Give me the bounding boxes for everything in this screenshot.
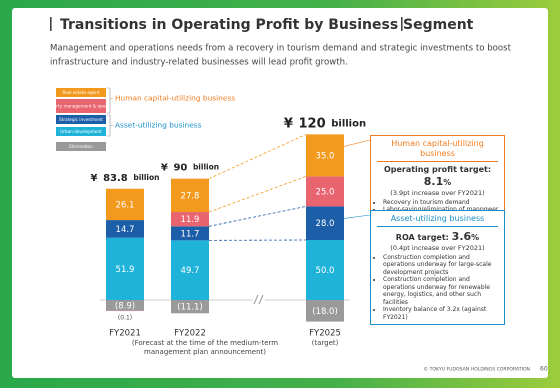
total-part: billion — [133, 173, 159, 182]
value-label: 50.0 — [316, 266, 335, 276]
total-part: 90 — [173, 163, 187, 174]
x-tick-label: FY2021 — [109, 329, 141, 339]
value-label: 49.7 — [181, 266, 200, 276]
copyright: © TOKYU FUDOSAN HOLDINGS CORPORATION — [424, 366, 530, 373]
connector — [208, 206, 307, 227]
bar-segment — [171, 178, 209, 213]
annotation-title: Asset-utilizing business — [377, 211, 498, 227]
bar-segment — [106, 188, 144, 221]
total-part: ¥ — [284, 116, 293, 131]
bullet-list: Construction completion and operations u… — [371, 254, 504, 325]
category-note: management plan announcement) — [144, 348, 266, 356]
bar-segment — [306, 206, 344, 240]
target-value: 8.1 — [423, 175, 444, 188]
total-label: ¥ 90 billion — [161, 157, 219, 176]
title-bar — [50, 17, 52, 31]
bar-segment — [306, 240, 344, 300]
connector — [208, 176, 307, 213]
value-label: (0.1) — [118, 314, 132, 321]
annotation-box: Asset-utilizing business ROA target: 3.6%… — [370, 210, 505, 326]
legend-swatch — [56, 127, 106, 136]
connector — [343, 214, 371, 219]
bullet: Construction completion and operations u… — [383, 254, 500, 277]
x-tick-label: FY2025 — [309, 329, 341, 339]
legend-label: Property management & operation — [44, 104, 117, 109]
bullet: Inventory balance of 3.2x (against FY202… — [383, 306, 500, 321]
value-label: 51.9 — [116, 265, 135, 275]
subtitle: infrastructure and industry-related busi… — [50, 58, 348, 68]
value-label: (8.9) — [115, 301, 135, 311]
bar-segment — [106, 237, 144, 300]
bar-segment — [106, 220, 144, 238]
bar-segment — [106, 300, 144, 311]
subtitle: Management and operations needs from a r… — [50, 44, 512, 54]
page-number: 60 — [540, 366, 548, 373]
value-label: 28.0 — [316, 219, 335, 229]
annotation-target: Operating profit target: 8.1% — [371, 165, 504, 189]
connector — [208, 134, 307, 180]
bar-segment — [306, 300, 344, 322]
total-part: 83.8 — [103, 173, 128, 184]
connector — [343, 139, 371, 147]
value-label: (18.0) — [312, 307, 338, 317]
x-tick-label: FY2022 — [174, 329, 206, 339]
total-part: billion — [331, 118, 366, 129]
legend-label: Elimination — [69, 144, 93, 149]
bar-segment — [171, 240, 209, 300]
bullet: Construction completion and operations u… — [383, 276, 500, 306]
target-unit: % — [443, 178, 452, 187]
title-bar — [401, 17, 403, 31]
legend-label: Strategic investment — [59, 117, 103, 122]
bar-segment — [171, 212, 209, 227]
legend-bracket — [107, 87, 113, 114]
target-value: 3.6 — [451, 230, 472, 243]
value-label: 26.1 — [116, 200, 135, 210]
target-label: ROA target: — [395, 233, 449, 242]
total-label: ¥ 83.8 billion — [91, 167, 160, 186]
annotation-note: (3.9pt increase over FY2021) — [390, 188, 485, 197]
value-label: (11.1) — [177, 303, 203, 313]
bar-segment — [306, 176, 344, 207]
legend-group-label: Human capital-utilizing business — [115, 94, 235, 103]
total-part: billion — [193, 163, 219, 172]
title: Transitions in Operating Profit by Busin… — [60, 17, 474, 33]
bar-segment — [171, 300, 209, 314]
axis-break — [258, 294, 264, 305]
total-part: 120 — [299, 116, 326, 131]
legend-bracket — [107, 114, 113, 137]
legend-label: Real estate agent — [63, 90, 100, 95]
total-part: ¥ — [161, 163, 168, 174]
category-note: (target) — [312, 339, 339, 347]
annotation-target: ROA target: 3.6% — [371, 230, 504, 244]
total-part: ¥ — [91, 173, 98, 184]
value-label: 14.7 — [116, 225, 135, 235]
legend-swatch — [56, 88, 106, 97]
value-label: 25.0 — [316, 187, 335, 197]
annotation-title: Human capital-utilizing business — [377, 136, 498, 162]
value-label: 35.0 — [316, 151, 335, 161]
axis-break — [253, 294, 259, 305]
total-label: ¥ 120 billion — [284, 113, 366, 132]
annotation-note: (0.4pt increase over FY2021) — [390, 243, 485, 252]
target-label: Operating profit target: — [383, 165, 492, 174]
bar-segment — [171, 226, 209, 241]
legend-group-label: Asset-utilizing business — [115, 121, 202, 130]
legend-swatch — [56, 142, 106, 151]
legend-label: Urban development — [60, 129, 102, 134]
value-label: 11.9 — [181, 215, 200, 225]
category-note: (Forecast at the time of the medium-term — [132, 339, 278, 347]
bar-segment — [306, 134, 344, 177]
value-label: 27.8 — [181, 191, 200, 201]
bullet: Recovery in tourism demand — [383, 199, 500, 207]
legend-swatch — [56, 115, 106, 124]
value-label: 11.7 — [181, 229, 200, 239]
target-unit: % — [471, 233, 480, 242]
legend-swatch — [56, 99, 106, 113]
